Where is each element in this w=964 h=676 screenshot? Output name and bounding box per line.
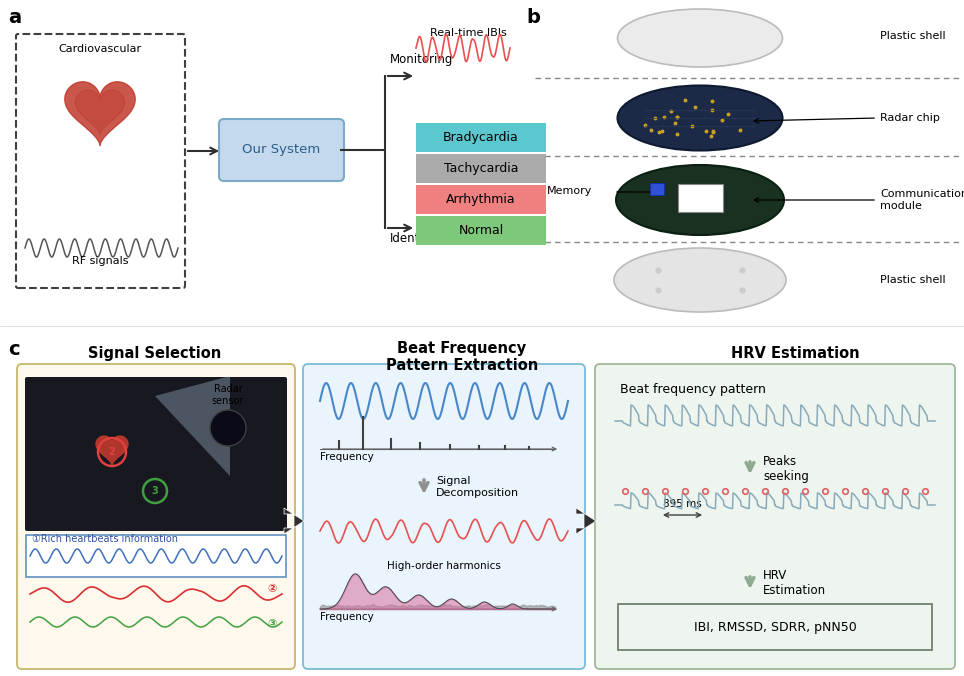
Text: High-order harmonics: High-order harmonics: [388, 561, 501, 571]
Text: HRV Estimation: HRV Estimation: [731, 346, 859, 361]
Text: Frequency: Frequency: [320, 612, 374, 622]
Text: 2: 2: [109, 447, 116, 457]
Text: a: a: [8, 8, 21, 27]
Text: Radar
sensor: Radar sensor: [212, 385, 244, 406]
Text: IBI, RMSSD, SDRR, pNN50: IBI, RMSSD, SDRR, pNN50: [694, 621, 856, 633]
Text: Plastic shell: Plastic shell: [880, 31, 946, 41]
Text: Beat frequency pattern: Beat frequency pattern: [620, 383, 765, 396]
Text: Memory: Memory: [547, 186, 592, 196]
FancyBboxPatch shape: [16, 34, 185, 288]
Text: HRV
Estimation: HRV Estimation: [763, 569, 826, 597]
Text: c: c: [8, 340, 19, 359]
Text: 895 ms: 895 ms: [662, 499, 702, 509]
Circle shape: [210, 410, 246, 446]
Text: Communication
module: Communication module: [880, 189, 964, 211]
Text: Bradycardia: Bradycardia: [443, 131, 519, 144]
Polygon shape: [284, 508, 304, 534]
Text: Peaks
seeking: Peaks seeking: [763, 455, 809, 483]
Ellipse shape: [618, 9, 783, 67]
Text: Signal Selection: Signal Selection: [89, 346, 222, 361]
Text: Tachycardia: Tachycardia: [443, 162, 519, 175]
Text: Frequency: Frequency: [320, 452, 374, 462]
Text: RF signals: RF signals: [71, 256, 128, 266]
Text: Beat Frequency
Pattern Extraction: Beat Frequency Pattern Extraction: [386, 341, 538, 373]
Polygon shape: [155, 376, 230, 476]
FancyBboxPatch shape: [416, 216, 546, 245]
Text: Radar chip: Radar chip: [880, 113, 940, 123]
FancyBboxPatch shape: [25, 377, 287, 531]
FancyBboxPatch shape: [416, 185, 546, 214]
Text: Real-time IBIs: Real-time IBIs: [430, 28, 507, 38]
Ellipse shape: [618, 85, 783, 151]
Text: Plastic shell: Plastic shell: [880, 275, 946, 285]
FancyBboxPatch shape: [17, 364, 295, 669]
FancyBboxPatch shape: [650, 183, 664, 195]
Text: Cardiovascular: Cardiovascular: [59, 44, 142, 54]
FancyBboxPatch shape: [595, 364, 955, 669]
FancyBboxPatch shape: [416, 154, 546, 183]
Ellipse shape: [614, 248, 786, 312]
Ellipse shape: [616, 165, 784, 235]
Polygon shape: [65, 82, 135, 145]
Text: Monitoring: Monitoring: [390, 53, 453, 66]
Polygon shape: [96, 436, 128, 465]
Text: Our System: Our System: [242, 143, 320, 157]
FancyBboxPatch shape: [303, 364, 585, 669]
Polygon shape: [75, 90, 124, 135]
Text: Identification: Identification: [390, 232, 468, 245]
Text: Arrhythmia: Arrhythmia: [446, 193, 516, 206]
Text: ③: ③: [267, 619, 277, 629]
FancyBboxPatch shape: [26, 535, 286, 577]
Text: b: b: [526, 8, 540, 27]
Text: Normal: Normal: [458, 224, 503, 237]
Text: Signal
Decomposition: Signal Decomposition: [436, 476, 520, 498]
Text: 3: 3: [151, 486, 158, 496]
FancyBboxPatch shape: [219, 119, 344, 181]
FancyBboxPatch shape: [618, 604, 932, 650]
Text: ①Rich heartbeats information: ①Rich heartbeats information: [32, 534, 178, 544]
Polygon shape: [576, 508, 596, 534]
FancyBboxPatch shape: [678, 184, 723, 212]
Text: ②: ②: [267, 584, 277, 594]
FancyBboxPatch shape: [416, 123, 546, 152]
